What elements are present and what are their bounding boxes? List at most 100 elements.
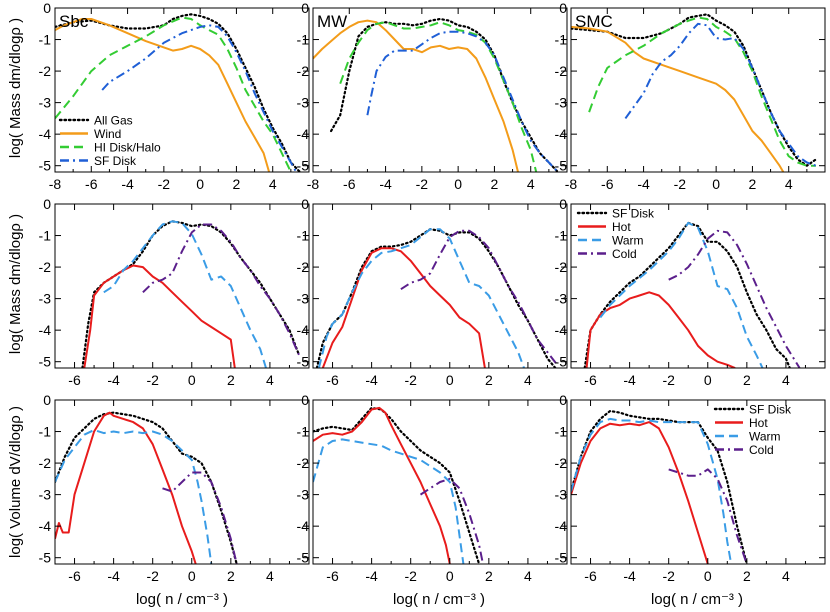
panel-title-0: Sbc — [59, 12, 89, 31]
y-tick-label-7-1: -1 — [297, 424, 310, 440]
x-tick-label-6-0: -6 — [68, 568, 81, 584]
series-line-6-1 — [55, 411, 197, 564]
y-tick-label-7-0: 0 — [301, 392, 309, 408]
y-tick-label-8-0: 0 — [559, 392, 567, 408]
series-line-7-2 — [313, 438, 465, 564]
y-tick-label-3-5: -5 — [39, 354, 52, 370]
x-tick-label-3-3: 0 — [188, 372, 196, 388]
y-tick-label-3-1: -1 — [39, 228, 52, 244]
x-tick-label-8-2: -2 — [662, 568, 675, 584]
y-tick-label-8-1: -1 — [555, 424, 568, 440]
x-tick-label-8-0: -6 — [584, 568, 597, 584]
y-tick-label-0-4: -4 — [39, 126, 52, 142]
series-line-6-3 — [162, 471, 238, 564]
y-tick-label-8-5: -5 — [555, 550, 568, 566]
legend-label-0-3: SF Disk — [94, 154, 137, 168]
chart-panel-7: -6 -4 -2 0 2 4 0 -1 -2 -3 -4 -5 — [297, 392, 568, 584]
x-tick-label-3-2: -2 — [146, 372, 159, 388]
y-tick-label-6-3: -3 — [39, 487, 52, 503]
x-tick-label-3-1: -4 — [107, 372, 120, 388]
x-tick-label-8-5: 4 — [782, 568, 790, 584]
series-line-1-3 — [366, 30, 559, 172]
x-tick-label-2-6: 4 — [785, 176, 793, 192]
y-tick-label-0-3: -3 — [39, 95, 52, 111]
x-tick-label-6-2: -2 — [146, 568, 159, 584]
x-tick-label-3-4: 2 — [227, 372, 235, 388]
y-tick-label-5-2: -2 — [555, 259, 568, 275]
x-tick-label-5-2: -2 — [662, 372, 675, 388]
y-tick-label-0-5: -5 — [39, 158, 52, 174]
series-line-1-1 — [313, 19, 519, 172]
x-tick-label-1-2: -4 — [379, 176, 392, 192]
x-tick-label-5-1: -4 — [623, 372, 636, 388]
chart-panel-2: -8 -6 -4 -2 0 2 4 0 -1 -2 -3 -4 -5 SMC — [555, 0, 826, 192]
y-tick-label-2-0: 0 — [559, 0, 567, 16]
y-tick-label-0-1: -1 — [39, 32, 52, 48]
legend-label-5-2: Warm — [612, 234, 644, 248]
y-tick-label-5-5: -5 — [555, 354, 568, 370]
x-tick-label-3-0: -6 — [68, 372, 81, 388]
x-tick-label-5-3: 0 — [704, 372, 712, 388]
plot-frame-7 — [312, 399, 568, 565]
x-tick-label-1-1: -6 — [343, 176, 356, 192]
y-tick-label-1-1: -1 — [297, 32, 310, 48]
plot-frame-6 — [54, 399, 310, 565]
legend-label-8-0: SF Disk — [749, 403, 792, 417]
series-line-0-2 — [55, 16, 292, 172]
x-tick-label-4-5: 4 — [524, 372, 532, 388]
y-tick-label-4-1: -1 — [297, 228, 310, 244]
series-line-5-2 — [599, 221, 764, 368]
y-tick-label-6-5: -5 — [39, 550, 52, 566]
series-line-7-1 — [313, 406, 451, 564]
x-tick-label-0-4: 0 — [196, 176, 204, 192]
y-tick-label-6-4: -4 — [39, 518, 52, 534]
x-tick-label-6-3: 0 — [188, 568, 196, 584]
x-tick-label-3-5: 4 — [266, 372, 274, 388]
plot-frame-8 — [570, 399, 826, 565]
x-tick-label-1-5: 2 — [491, 176, 499, 192]
legend-label-0-2: HI Disk/Halo — [94, 141, 161, 155]
x-tick-label-0-2: -4 — [121, 176, 134, 192]
legend-label-8-2: Warm — [749, 430, 781, 444]
y-tick-label-2-4: -4 — [555, 126, 568, 142]
y-tick-label-6-2: -2 — [39, 455, 52, 471]
y-tick-label-0-0: 0 — [43, 0, 51, 16]
x-tick-label-4-1: -4 — [365, 372, 378, 388]
x-tick-label-7-3: 0 — [446, 568, 454, 584]
xlabel-0: log( n / cm⁻³ ) — [136, 591, 228, 608]
y-tick-label-1-4: -4 — [297, 126, 310, 142]
x-tick-label-5-5: 4 — [782, 372, 790, 388]
x-tick-label-2-0: -8 — [565, 176, 578, 192]
x-tick-label-5-0: -6 — [584, 372, 597, 388]
series-line-6-0 — [55, 411, 238, 564]
y-tick-label-5-4: -4 — [555, 322, 568, 338]
x-tick-label-1-3: -2 — [416, 176, 429, 192]
y-tick-label-5-0: 0 — [559, 196, 567, 212]
x-tick-label-8-3: 0 — [704, 568, 712, 584]
y-tick-label-2-5: -5 — [555, 158, 568, 174]
row-ylabel-2: log( Volume dV/dlogρ ) — [7, 406, 24, 558]
series-line-5-3 — [668, 229, 801, 368]
y-tick-label-8-3: -3 — [555, 487, 568, 503]
x-tick-label-4-0: -6 — [326, 372, 339, 388]
x-tick-label-7-0: -6 — [326, 568, 339, 584]
legend-label-8-3: Cold — [749, 443, 774, 457]
y-tick-label-8-2: -2 — [555, 455, 568, 471]
y-tick-label-6-1: -1 — [39, 424, 52, 440]
y-tick-label-7-2: -2 — [297, 455, 310, 471]
y-tick-label-1-5: -5 — [297, 158, 310, 174]
legend-label-5-1: Hot — [612, 220, 631, 234]
y-tick-label-4-0: 0 — [301, 196, 309, 212]
series-line-1-0 — [330, 17, 559, 172]
y-tick-label-0-2: -2 — [39, 63, 52, 79]
series-line-4-3 — [400, 229, 558, 366]
xlabel-2: log( n / cm⁻³ ) — [651, 591, 743, 608]
x-tick-label-2-2: -4 — [637, 176, 650, 192]
y-tick-label-3-3: -3 — [39, 291, 52, 307]
x-tick-label-4-2: -2 — [404, 372, 417, 388]
x-tick-label-8-4: 2 — [743, 568, 751, 584]
y-tick-label-1-2: -2 — [297, 63, 310, 79]
xlabel-1: log( n / cm⁻³ ) — [393, 591, 485, 608]
